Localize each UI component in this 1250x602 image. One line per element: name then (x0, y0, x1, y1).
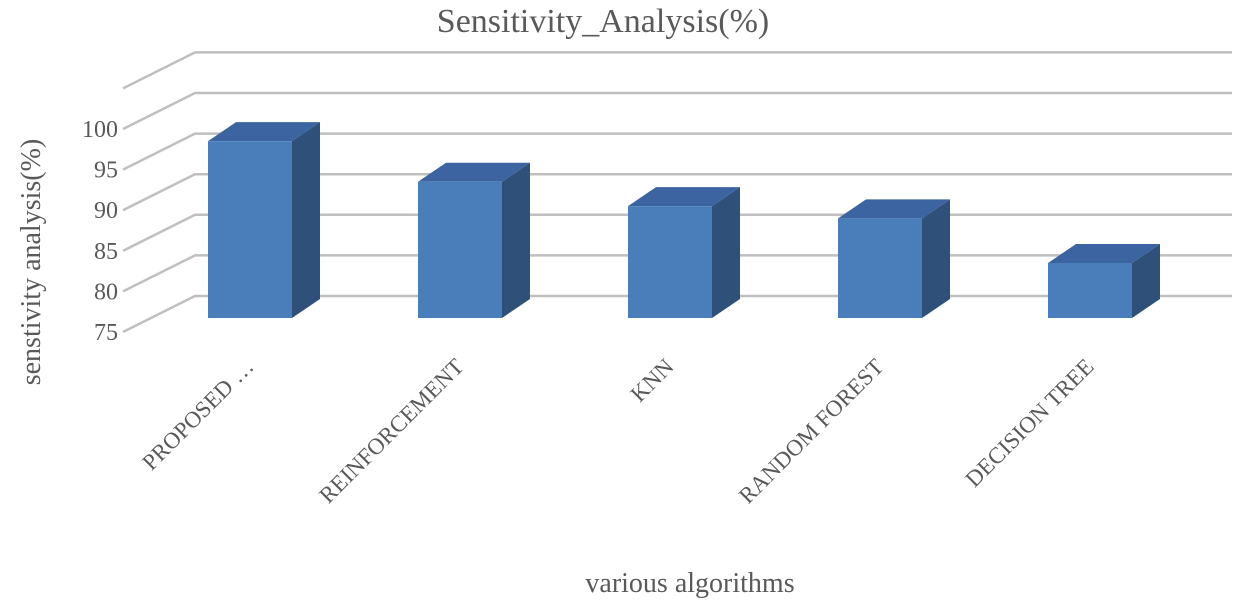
bar-top (628, 187, 740, 207)
x-category-label: DECISION TREE (961, 354, 1099, 492)
chart-title: Sensitivity_Analysis(%) (437, 3, 769, 40)
bar-side (502, 162, 530, 318)
y-tick-label: 75 (94, 320, 118, 346)
bar-side (922, 199, 950, 318)
x-category-label: KNN (626, 354, 679, 407)
gridline (122, 172, 1232, 212)
y-tick-label: 95 (94, 158, 118, 184)
bar (628, 187, 740, 318)
bar-front (838, 218, 922, 318)
bar-top (1048, 243, 1160, 263)
bar-side (1132, 243, 1160, 318)
x-category-label: PROPOSED … (137, 354, 258, 475)
bar-top (208, 122, 320, 142)
bar-front (208, 141, 292, 318)
x-category-label: RANDOM FOREST (734, 354, 889, 509)
gridlines (122, 51, 1232, 334)
bar-front (628, 206, 712, 318)
bar (838, 199, 950, 318)
bar (418, 162, 530, 318)
bar-top (838, 199, 950, 219)
gridline (122, 51, 1232, 90)
y-tick-label: 80 (94, 279, 118, 305)
y-axis-ticks: 75 80 85 90 95 100 (82, 117, 118, 346)
x-axis-categories: PROPOSED … REINFORCEMENT KNN RANDOM FOREST D… (137, 354, 1098, 509)
gridline (122, 132, 1232, 171)
bars (208, 122, 1160, 319)
y-tick-label: 100 (82, 117, 118, 143)
bar-top (418, 162, 530, 182)
bar-front (418, 181, 502, 318)
y-tick-label: 90 (94, 198, 118, 224)
y-axis-title: senstivity analysis(%) (16, 139, 47, 386)
x-category-label: REINFORCEMENT (314, 354, 468, 508)
bar (1048, 243, 1160, 318)
bar (208, 122, 320, 319)
x-axis-title: various algorithms (585, 568, 794, 599)
bar-side (712, 187, 740, 318)
bar-front (1048, 262, 1132, 318)
y-tick-label: 85 (94, 239, 118, 265)
gridline (122, 91, 1232, 131)
bar-side (292, 122, 320, 319)
